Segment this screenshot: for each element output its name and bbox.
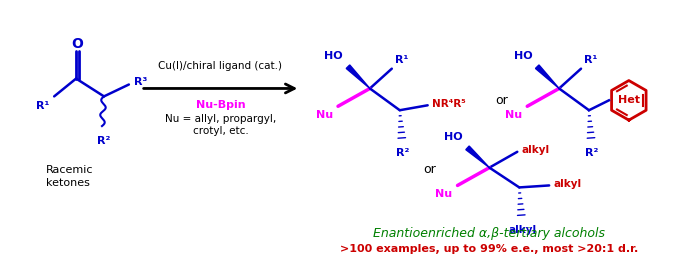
Text: Nu: Nu [436,189,453,199]
Polygon shape [466,146,489,168]
Text: R¹: R¹ [36,101,49,111]
Text: R³: R³ [134,77,147,87]
Text: NR⁴R⁵: NR⁴R⁵ [432,99,465,109]
Text: crotyl, etc.: crotyl, etc. [192,126,249,136]
Text: alkyl: alkyl [553,179,582,189]
Text: or: or [423,163,436,176]
Text: R²: R² [585,148,599,158]
Text: Nu-Bpin: Nu-Bpin [196,100,245,110]
Text: R²: R² [396,148,410,158]
Text: Enantioenriched α,β-tertiary alcohols: Enantioenriched α,β-tertiary alcohols [373,227,606,240]
Polygon shape [346,65,370,89]
Text: HO: HO [514,51,532,61]
Text: O: O [71,37,83,51]
Text: Nu: Nu [316,110,333,120]
Text: or: or [495,94,508,107]
Text: R²: R² [97,136,111,146]
Text: >100 examples, up to 99% e.e., most >20:1 d.r.: >100 examples, up to 99% e.e., most >20:… [340,244,638,254]
Text: R¹: R¹ [584,55,597,65]
Text: Nu = allyl, propargyl,: Nu = allyl, propargyl, [165,114,276,124]
Text: alkyl: alkyl [508,225,536,235]
Text: R¹: R¹ [395,55,408,65]
Text: ketones: ketones [46,178,90,188]
Text: Racemic: Racemic [46,165,94,175]
Text: Nu: Nu [505,110,522,120]
Text: HO: HO [444,132,462,142]
Polygon shape [536,65,559,89]
Text: Het: Het [618,95,640,105]
Text: alkyl: alkyl [521,145,549,155]
Text: Cu(I)/chiral ligand (cat.): Cu(I)/chiral ligand (cat.) [158,61,282,71]
Text: HO: HO [325,51,343,61]
